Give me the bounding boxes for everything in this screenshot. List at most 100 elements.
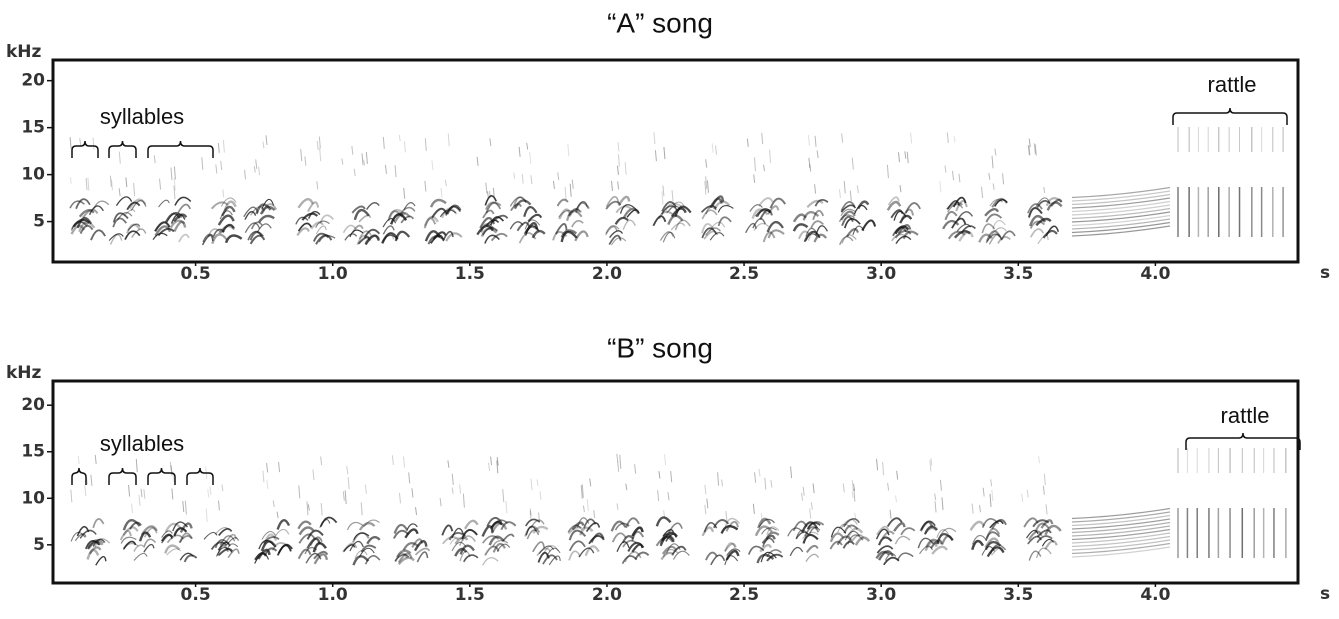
spectral-trace bbox=[257, 548, 271, 560]
spectrogram-texture bbox=[69, 127, 1284, 246]
spectral-trace bbox=[766, 526, 780, 535]
spectral-trace bbox=[745, 222, 757, 234]
spectral-trace bbox=[221, 223, 235, 233]
spectral-trace bbox=[953, 196, 967, 208]
spectral-trace bbox=[769, 149, 772, 163]
spectral-trace bbox=[614, 216, 629, 225]
spectral-trace bbox=[664, 454, 667, 466]
spectral-trace bbox=[1026, 489, 1029, 498]
spectral-trace bbox=[839, 236, 854, 246]
spectral-trace bbox=[143, 489, 146, 499]
spectral-trace bbox=[485, 201, 502, 210]
spectral-trace bbox=[300, 148, 303, 162]
rattle-bracket bbox=[1172, 107, 1288, 125]
x-tick-label: 3.5 bbox=[1003, 585, 1033, 605]
spectral-trace bbox=[726, 548, 741, 556]
spectral-band bbox=[1071, 218, 1171, 230]
spectral-trace bbox=[841, 133, 844, 143]
spectral-trace bbox=[217, 142, 220, 153]
spectral-trace bbox=[787, 527, 804, 537]
spectral-trace bbox=[226, 543, 239, 551]
spectral-trace bbox=[803, 230, 821, 243]
spectral-trace bbox=[574, 230, 589, 242]
spectral-band bbox=[1071, 214, 1171, 227]
spectral-band bbox=[1071, 204, 1171, 216]
x-tick-label: 3.0 bbox=[866, 264, 896, 284]
spectral-trace bbox=[1042, 485, 1045, 495]
spectral-trace bbox=[349, 229, 364, 238]
spectral-trace bbox=[532, 541, 545, 553]
spectral-trace bbox=[991, 227, 1007, 236]
spectral-trace bbox=[276, 519, 291, 530]
spectral-trace bbox=[84, 539, 100, 550]
spectral-trace bbox=[942, 219, 960, 230]
spectral-trace bbox=[662, 548, 679, 557]
spectral-band bbox=[1071, 542, 1171, 555]
spectral-trace bbox=[445, 232, 463, 242]
spectral-trace bbox=[360, 502, 363, 516]
spectral-trace bbox=[429, 234, 444, 244]
spectral-trace bbox=[842, 483, 845, 493]
spectral-trace bbox=[886, 200, 902, 211]
spectral-trace bbox=[255, 159, 258, 169]
spectral-trace bbox=[746, 138, 749, 147]
spectral-trace bbox=[492, 187, 495, 200]
spectral-trace bbox=[182, 501, 185, 513]
spectral-band bbox=[1071, 193, 1171, 206]
spectral-trace bbox=[307, 201, 319, 213]
spectral-trace bbox=[249, 231, 263, 241]
spectral-trace bbox=[120, 536, 137, 544]
spectral-trace bbox=[161, 530, 173, 538]
spectral-trace bbox=[351, 145, 354, 155]
spectral-trace bbox=[893, 522, 906, 532]
x-tick-label: 2.5 bbox=[729, 585, 759, 605]
spectral-trace bbox=[451, 541, 467, 552]
spectral-trace bbox=[166, 548, 182, 556]
spectral-trace bbox=[224, 533, 237, 544]
spectral-trace bbox=[582, 505, 585, 513]
spectral-trace bbox=[709, 232, 725, 241]
spectral-band bbox=[1071, 507, 1171, 520]
spectral-trace bbox=[789, 546, 804, 557]
spectral-trace bbox=[509, 196, 527, 207]
spectral-trace bbox=[404, 528, 419, 539]
spectral-trace bbox=[400, 215, 415, 224]
spectral-trace bbox=[991, 155, 994, 169]
y-tick-label: 15 bbox=[21, 118, 45, 138]
spectral-trace bbox=[567, 144, 570, 157]
spectral-trace bbox=[484, 195, 497, 206]
spectral-trace bbox=[394, 165, 397, 178]
spectral-trace bbox=[500, 521, 517, 531]
spectral-trace bbox=[492, 539, 509, 548]
spectral-trace bbox=[140, 488, 143, 498]
spectral-trace bbox=[353, 168, 356, 177]
spectral-trace bbox=[899, 214, 913, 224]
y-axis-label: kHz bbox=[6, 363, 42, 383]
spectral-trace bbox=[353, 208, 370, 221]
spectral-trace bbox=[217, 541, 231, 551]
y-tick-label: 15 bbox=[21, 442, 45, 462]
spectral-trace bbox=[806, 522, 821, 530]
spectral-trace bbox=[566, 209, 583, 222]
spectral-band bbox=[1071, 211, 1171, 223]
spectral-trace bbox=[875, 550, 891, 560]
spectral-trace bbox=[762, 537, 775, 548]
spectral-trace bbox=[767, 229, 785, 239]
spectral-trace bbox=[525, 525, 537, 536]
spectral-trace bbox=[85, 178, 88, 191]
spectral-trace bbox=[761, 534, 776, 545]
spectral-trace bbox=[152, 232, 168, 241]
spectral-trace bbox=[840, 518, 858, 529]
spectral-trace bbox=[161, 533, 174, 542]
spectral-trace bbox=[177, 203, 191, 214]
spectral-trace bbox=[652, 215, 667, 227]
spectral-trace bbox=[670, 470, 673, 483]
spectral-trace bbox=[496, 460, 499, 474]
y-tick-label: 20 bbox=[21, 71, 45, 91]
y-tick-label: 20 bbox=[21, 395, 45, 415]
spectral-trace bbox=[254, 553, 270, 564]
spectral-trace bbox=[849, 190, 852, 202]
spectral-trace bbox=[126, 201, 141, 211]
spectral-trace bbox=[853, 204, 868, 215]
spectral-trace bbox=[617, 154, 620, 167]
